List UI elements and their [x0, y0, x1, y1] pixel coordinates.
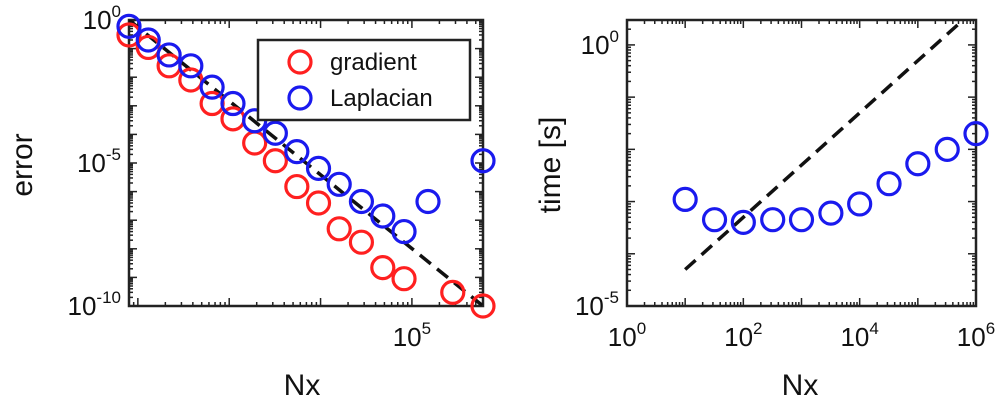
y-tick-label: 100: [581, 27, 619, 60]
data-point-series: [730, 209, 756, 235]
panel-2: [625, 18, 989, 308]
y-tick-label: 100: [83, 2, 121, 35]
x-tick-label: 105: [393, 319, 431, 352]
data-point-gradient: [440, 279, 466, 305]
x-tick-label: 102: [724, 319, 762, 352]
data-point-laplacian: [220, 90, 246, 117]
data-point-laplacian: [135, 27, 161, 53]
x-tick-label: 106: [957, 319, 995, 352]
data-point-laplacian: [470, 148, 496, 174]
data-point-series: [847, 191, 873, 217]
y-tick-label: 10-10: [68, 288, 122, 321]
data-point-gradient: [284, 173, 310, 200]
reference-line: [129, 20, 483, 306]
data-point-series: [876, 171, 902, 197]
y-axis-label: time [s]: [534, 117, 567, 214]
data-point-laplacian: [326, 171, 352, 197]
data-point-gradient: [242, 130, 268, 156]
x-axis-label: Nx: [782, 369, 819, 402]
data-point-gradient: [470, 293, 496, 319]
data-point-laplacian: [262, 120, 288, 146]
data-point-laplacian: [305, 155, 332, 181]
data-point-gradient: [348, 229, 375, 255]
data-point-gradient: [326, 216, 352, 242]
data-point-laplacian: [178, 53, 204, 79]
data-point-laplacian: [199, 74, 225, 100]
data-point-gradient: [305, 190, 332, 216]
panel-1: gradient Laplacian: [116, 13, 496, 319]
reference-line: [683, 20, 966, 271]
data-point-laplacian: [116, 13, 142, 39]
legend-marker: [287, 49, 313, 75]
x-tick-label: 100: [608, 319, 646, 352]
data-point-series: [760, 207, 786, 233]
legend-label: gradient: [330, 49, 417, 76]
y-tick-label: 10-5: [575, 288, 619, 321]
data-point-series: [672, 186, 698, 213]
data-point-laplacian: [156, 42, 182, 68]
data-point-series: [905, 151, 931, 177]
data-point-series: [934, 136, 960, 162]
data-point-gradient: [391, 266, 417, 292]
data-point-gradient: [262, 148, 288, 174]
data-point-series: [701, 207, 728, 233]
x-axis-label: Nx: [284, 369, 321, 402]
data-point-laplacian: [284, 139, 310, 165]
y-axis-label: error: [6, 133, 39, 196]
data-point-series: [788, 207, 815, 233]
data-point-laplacian: [370, 203, 396, 229]
legend-marker: [287, 85, 313, 111]
x-tick-label: 104: [840, 319, 878, 352]
data-point-series: [818, 200, 844, 226]
y-tick-label: 10-5: [77, 145, 121, 178]
data-point-laplacian: [391, 218, 417, 245]
legend-label: Laplacian: [330, 85, 433, 112]
data-point-laplacian: [348, 188, 375, 215]
legend: gradient Laplacian: [256, 38, 472, 122]
data-point-laplacian: [415, 188, 441, 215]
data-point-gradient: [370, 255, 396, 281]
data-point-series: [963, 121, 989, 147]
